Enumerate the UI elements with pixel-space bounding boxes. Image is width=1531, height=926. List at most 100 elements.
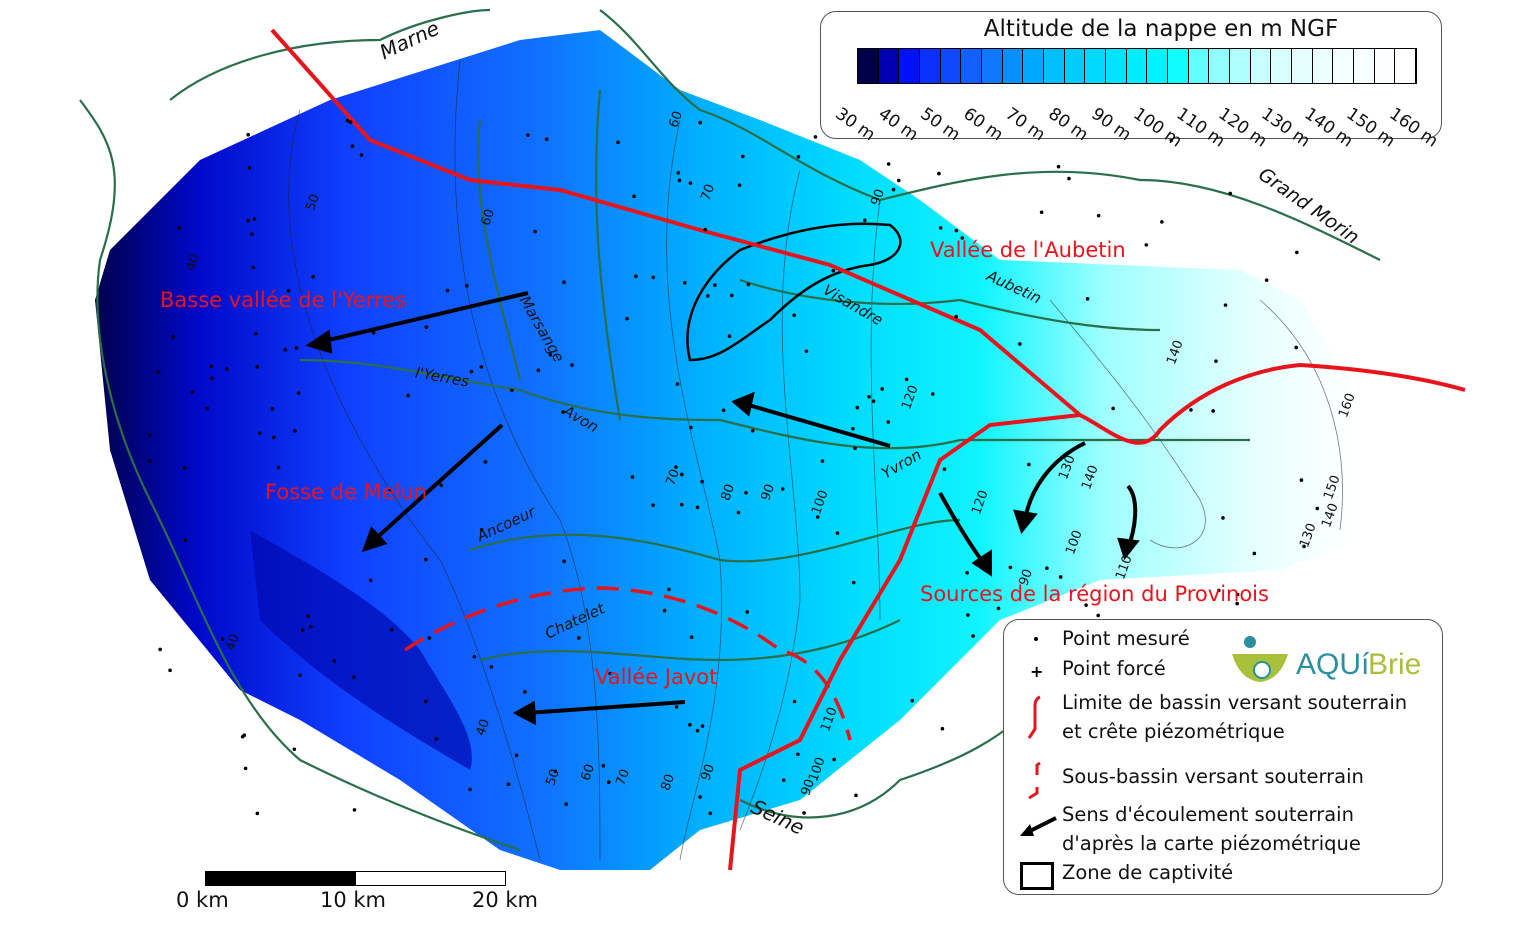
measured-point: [177, 226, 182, 230]
color-swatch: [940, 49, 962, 83]
measured-point: [251, 265, 256, 270]
color-swatch: [1271, 49, 1293, 83]
color-swatch: [1230, 49, 1251, 83]
measured-point: [796, 155, 801, 159]
color-swatch: [1147, 49, 1169, 83]
measured-point: [294, 346, 299, 350]
measured-point: [744, 490, 748, 495]
color-swatch: [1395, 49, 1417, 83]
measured-point: [561, 410, 565, 414]
measured-point: [1217, 588, 1221, 593]
measured-point: [851, 580, 856, 585]
legend-label: d'après la carte piézométrique: [1062, 832, 1361, 855]
zone-label: Fosse de Melun: [265, 480, 428, 504]
measured-point: [272, 435, 276, 440]
measured-point: [1039, 210, 1044, 215]
measured-point: [250, 232, 254, 236]
measured-point: [423, 699, 428, 704]
measured-point: [359, 153, 364, 157]
measured-point: [1221, 516, 1225, 520]
measured-point: [954, 314, 959, 319]
measured-point: [802, 811, 806, 815]
color-swatch: [878, 49, 900, 83]
measured-point: [698, 120, 703, 125]
measured-point: [1027, 462, 1031, 467]
measured-point: [469, 369, 474, 374]
measured-point: [630, 475, 635, 479]
measured-point: [190, 390, 195, 395]
measured-point: [871, 399, 876, 404]
measured-point: [371, 331, 376, 335]
measured-point: [246, 132, 250, 137]
captive-zone: [686, 222, 902, 362]
measured-point: [1085, 297, 1090, 301]
measured-point: [506, 782, 511, 787]
plus-icon: +: [1030, 662, 1044, 681]
measured-point: [606, 780, 611, 784]
measured-point: [570, 363, 574, 367]
aquibrie-logo: AQUí Brie: [1232, 636, 1421, 682]
measured-point: [1189, 408, 1193, 412]
zone-label: Sources de la région du Provinois: [920, 582, 1269, 606]
measured-point: [886, 162, 891, 166]
measured-point: [713, 283, 717, 288]
color-swatch: [1168, 49, 1189, 83]
measured-point: [283, 347, 288, 352]
scale-label: 10 km: [320, 888, 387, 912]
svg-text:AQUí: AQUí: [1296, 648, 1370, 681]
measured-point: [220, 637, 225, 641]
color-swatch: [920, 49, 941, 83]
measured-point: [352, 675, 356, 679]
measured-point: [243, 766, 248, 771]
measured-point: [651, 275, 656, 280]
measured-point: [225, 367, 229, 371]
measured-point: [745, 610, 749, 614]
measured-point: [862, 218, 867, 223]
measured-point: [1067, 176, 1071, 181]
measured-point: [741, 154, 745, 159]
measured-point: [1111, 406, 1115, 411]
legend-label: Point mesuré: [1062, 627, 1190, 650]
measured-point: [240, 734, 245, 739]
measured-point: [148, 433, 152, 438]
measured-point: [564, 802, 568, 806]
measured-point: [792, 699, 797, 704]
measured-point: [708, 811, 713, 816]
scale-bar: [205, 871, 506, 886]
measured-point: [695, 728, 700, 733]
measured-point: [832, 757, 836, 762]
measured-point: [514, 753, 519, 758]
measured-point: [891, 187, 896, 192]
measured-point: [855, 405, 860, 410]
measured-point: [1008, 565, 1013, 570]
measured-point: [880, 387, 885, 391]
measured-point: [526, 133, 530, 137]
measured-point: [148, 459, 152, 463]
color-swatch: [1002, 49, 1024, 83]
measured-point: [1144, 243, 1149, 247]
color-swatch: [1374, 49, 1396, 83]
measured-point: [1223, 303, 1228, 307]
measured-point: [608, 671, 612, 676]
measured-point: [682, 281, 687, 285]
color-swatch: [899, 49, 921, 83]
measured-point: [930, 392, 935, 396]
measured-point: [309, 624, 313, 629]
color-swatch: [1188, 49, 1210, 83]
measured-point: [676, 171, 681, 175]
measured-point: [439, 483, 444, 488]
measured-point: [270, 406, 275, 411]
measured-point: [897, 178, 901, 183]
measurement-points: [148, 118, 1320, 819]
measured-point: [210, 376, 214, 381]
measured-point: [965, 571, 969, 575]
measured-point: [625, 316, 629, 321]
measured-point: [706, 294, 710, 298]
measured-point: [300, 628, 305, 632]
measured-point: [311, 274, 316, 279]
measured-point: [721, 408, 726, 413]
measured-point: [674, 705, 679, 709]
measured-point: [703, 227, 708, 232]
measured-point: [1211, 409, 1215, 413]
